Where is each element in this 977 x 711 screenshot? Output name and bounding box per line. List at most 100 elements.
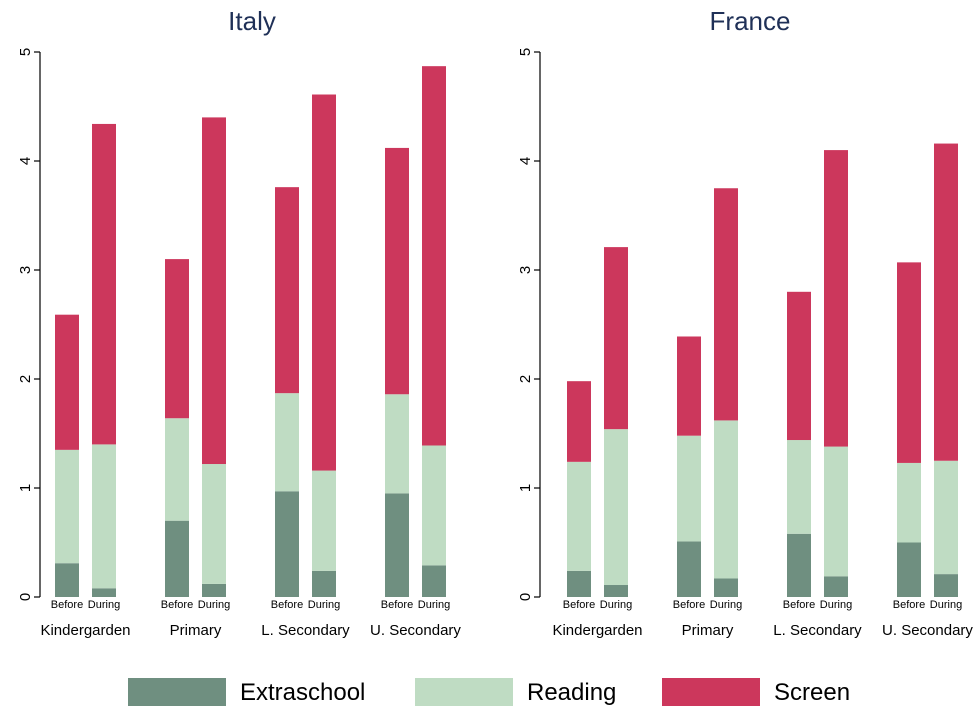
bar-extraschool-primary-during bbox=[202, 583, 226, 597]
bar-reading-u-secondary-during bbox=[422, 445, 446, 566]
x-group-label: L. Secondary bbox=[261, 622, 350, 639]
bar-reading-kindergarden-before bbox=[567, 461, 591, 571]
legend-swatch bbox=[415, 678, 513, 706]
bar-extraschool-kindergarden-before bbox=[55, 563, 79, 597]
x-subcategory-label: During bbox=[308, 599, 340, 611]
bar-screen-primary-during bbox=[714, 188, 738, 421]
bar-screen-kindergarden-during bbox=[604, 247, 628, 430]
y-tick-label: 3 bbox=[517, 266, 534, 274]
bar-screen-primary-before bbox=[677, 336, 701, 436]
x-subcategory-label: Before bbox=[893, 599, 925, 611]
x-group-label: U. Secondary bbox=[370, 622, 461, 639]
bar-reading-primary-before bbox=[165, 418, 189, 521]
bar-reading-primary-before bbox=[677, 435, 701, 542]
x-group-label: U. Secondary bbox=[882, 622, 973, 639]
bar-screen-l-secondary-before bbox=[787, 291, 811, 441]
x-subcategory-label: During bbox=[198, 599, 230, 611]
legend-label: Reading bbox=[527, 679, 616, 706]
x-group-label: Kindergarden bbox=[40, 622, 130, 639]
bar-screen-l-secondary-before bbox=[275, 187, 299, 394]
bar-extraschool-l-secondary-before bbox=[275, 491, 299, 597]
bar-screen-u-secondary-before bbox=[385, 147, 409, 395]
bar-extraschool-u-secondary-during bbox=[934, 574, 958, 597]
y-tick-label: 1 bbox=[517, 484, 534, 492]
bar-screen-kindergarden-before bbox=[567, 381, 591, 462]
legend-swatch bbox=[662, 678, 760, 706]
bar-extraschool-l-secondary-during bbox=[312, 570, 336, 597]
bar-reading-kindergarden-during bbox=[92, 444, 116, 589]
y-tick-label: 2 bbox=[17, 375, 34, 383]
bar-reading-u-secondary-before bbox=[897, 462, 921, 543]
legend-label: Screen bbox=[774, 679, 850, 706]
bar-screen-l-secondary-during bbox=[824, 150, 848, 447]
bar-reading-l-secondary-before bbox=[275, 393, 299, 492]
x-subcategory-label: During bbox=[710, 599, 742, 611]
bar-reading-primary-during bbox=[202, 464, 226, 584]
panels: Italy 0 1 2 3 4 5 Before During Kindergarden Befor… bbox=[17, 6, 973, 639]
bar-screen-primary-before bbox=[165, 259, 189, 419]
bar-extraschool-u-secondary-before bbox=[897, 542, 921, 597]
y-tick-label: 3 bbox=[17, 266, 34, 274]
bar-extraschool-primary-during bbox=[714, 578, 738, 597]
bar-extraschool-primary-before bbox=[165, 520, 189, 597]
x-subcategory-label: Before bbox=[381, 599, 413, 611]
bar-extraschool-kindergarden-before bbox=[567, 570, 591, 597]
bar-extraschool-u-secondary-before bbox=[385, 493, 409, 597]
bar-screen-u-secondary-before bbox=[897, 262, 921, 463]
bar-extraschool-primary-before bbox=[677, 541, 701, 597]
bar-screen-primary-during bbox=[202, 117, 226, 465]
bar-reading-kindergarden-before bbox=[55, 449, 79, 564]
bar-reading-u-secondary-during bbox=[934, 460, 958, 575]
legend-swatch bbox=[128, 678, 226, 706]
x-subcategory-label: Before bbox=[51, 599, 83, 611]
bar-screen-kindergarden-during bbox=[92, 123, 116, 445]
x-subcategory-label: During bbox=[820, 599, 852, 611]
bar-screen-u-secondary-during bbox=[934, 143, 958, 461]
chart-title: France bbox=[710, 6, 791, 36]
bar-reading-l-secondary-before bbox=[787, 440, 811, 534]
x-subcategory-label: Before bbox=[563, 599, 595, 611]
y-tick-label: 5 bbox=[517, 48, 534, 56]
bar-extraschool-kindergarden-during bbox=[604, 585, 628, 597]
y-tick-label: 4 bbox=[517, 157, 534, 165]
bar-reading-kindergarden-during bbox=[604, 429, 628, 586]
panel-italy: Italy 0 1 2 3 4 5 Before During Kindergarden Befor… bbox=[17, 6, 461, 639]
bar-reading-u-secondary-before bbox=[385, 394, 409, 494]
bar-screen-kindergarden-before bbox=[55, 314, 79, 450]
x-subcategory-label: During bbox=[418, 599, 450, 611]
y-tick-label: 5 bbox=[17, 48, 34, 56]
y-tick-label: 2 bbox=[517, 375, 534, 383]
bar-reading-l-secondary-during bbox=[312, 470, 336, 571]
bar-extraschool-u-secondary-during bbox=[422, 565, 446, 597]
legend: Extraschool Reading Screen bbox=[128, 678, 850, 706]
legend-item-reading: Reading bbox=[415, 678, 616, 706]
bar-extraschool-l-secondary-before bbox=[787, 533, 811, 597]
bar-screen-l-secondary-during bbox=[312, 94, 336, 471]
x-group-label: Primary bbox=[170, 622, 222, 639]
y-tick-label: 1 bbox=[17, 484, 34, 492]
y-tick-label: 0 bbox=[517, 593, 534, 601]
chart-title: Italy bbox=[228, 6, 276, 36]
bar-reading-l-secondary-during bbox=[824, 446, 848, 577]
bar-extraschool-l-secondary-during bbox=[824, 576, 848, 597]
legend-label: Extraschool bbox=[240, 679, 365, 706]
x-group-label: Primary bbox=[682, 622, 734, 639]
legend-item-screen: Screen bbox=[662, 678, 850, 706]
x-subcategory-label: Before bbox=[161, 599, 193, 611]
x-subcategory-label: During bbox=[930, 599, 962, 611]
y-tick-label: 4 bbox=[17, 157, 34, 165]
x-subcategory-label: Before bbox=[673, 599, 705, 611]
legend-item-extraschool: Extraschool bbox=[128, 678, 365, 706]
x-subcategory-label: During bbox=[600, 599, 632, 611]
bar-extraschool-kindergarden-during bbox=[92, 588, 116, 597]
y-tick-label: 0 bbox=[17, 593, 34, 601]
x-subcategory-label: Before bbox=[271, 599, 303, 611]
bar-reading-primary-during bbox=[714, 420, 738, 579]
panel-france: France 0 1 2 3 4 5 Before During Kindergarden Befo… bbox=[517, 6, 973, 639]
x-group-label: Kindergarden bbox=[552, 622, 642, 639]
x-subcategory-label: During bbox=[88, 599, 120, 611]
x-group-label: L. Secondary bbox=[773, 622, 862, 639]
bar-screen-u-secondary-during bbox=[422, 66, 446, 446]
x-subcategory-label: Before bbox=[783, 599, 815, 611]
